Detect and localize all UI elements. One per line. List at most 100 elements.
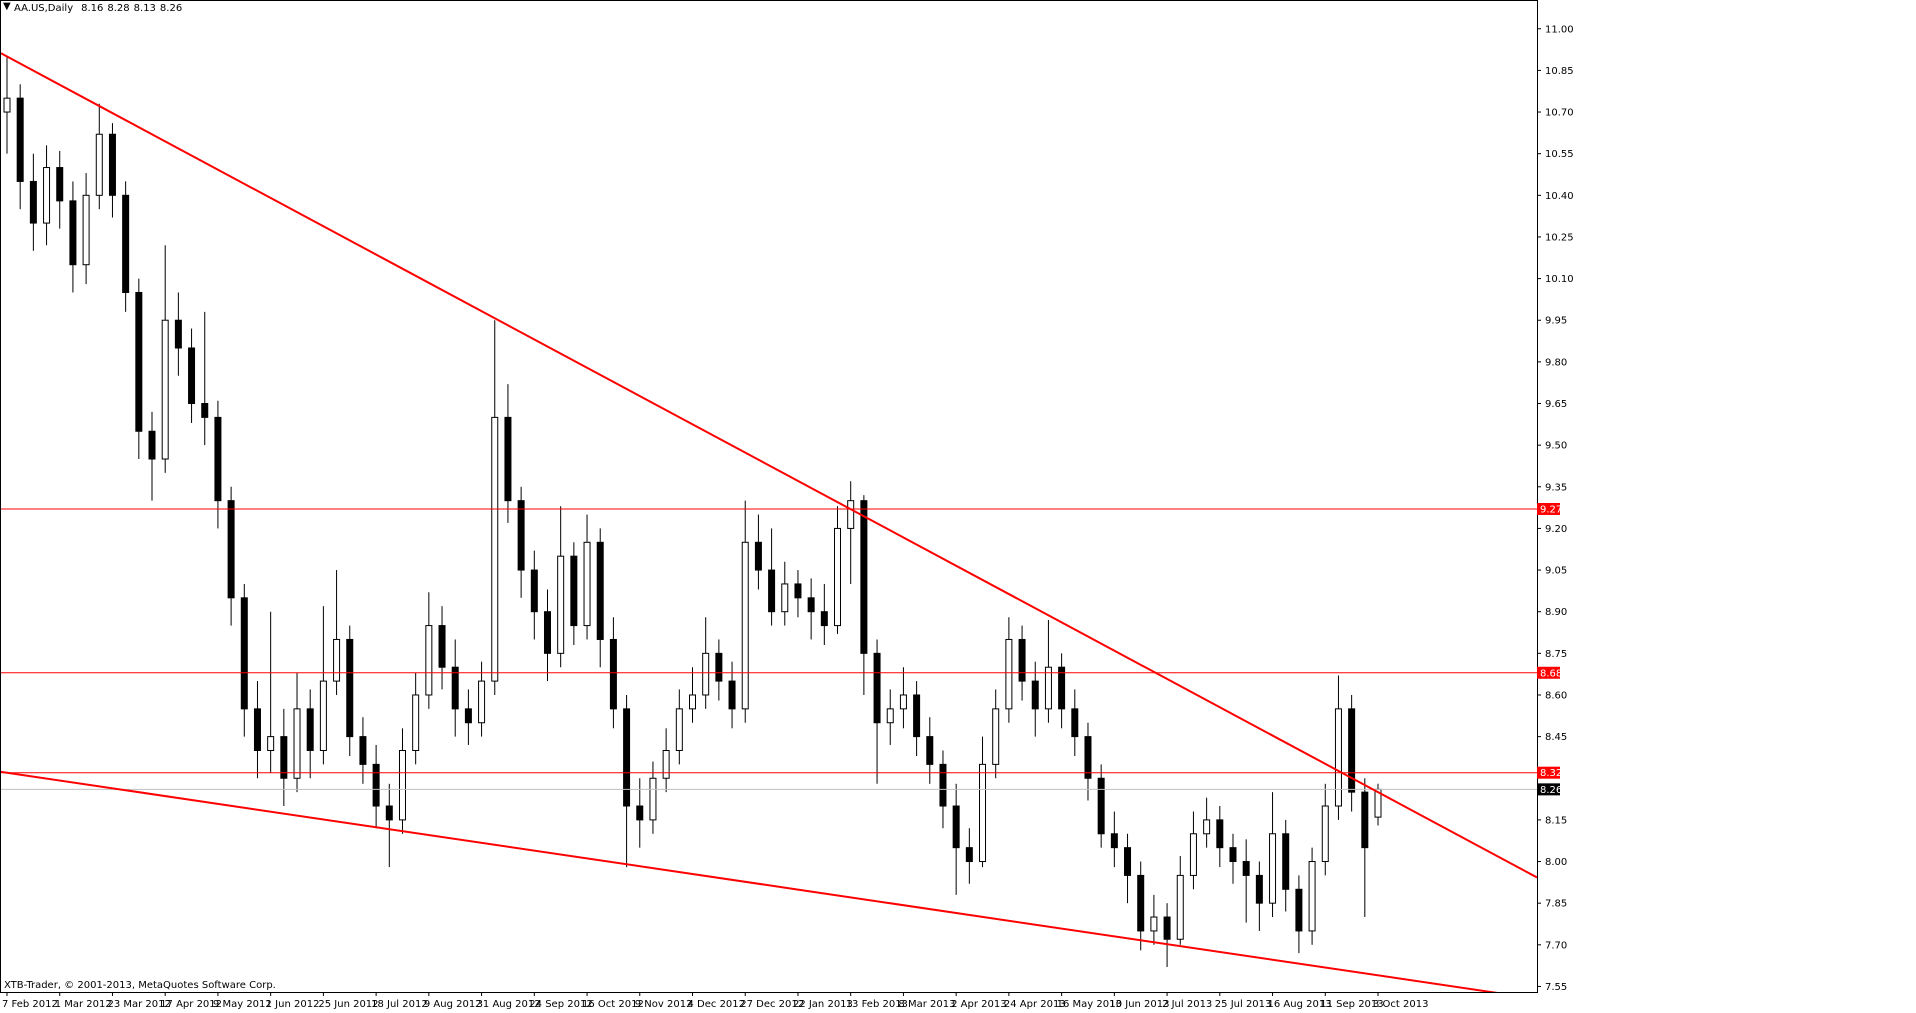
- y-tick-label: 8.00: [1545, 857, 1567, 868]
- candle-body: [333, 638, 341, 682]
- candle-body: [794, 583, 802, 599]
- candle-body: [293, 708, 301, 779]
- candle-body: [240, 597, 248, 710]
- candle-body: [952, 805, 960, 849]
- x-tick-label: 22 Jan 2013: [793, 999, 853, 1010]
- header-open: 8.16: [81, 3, 103, 14]
- x-tick-label: 1 Jun 2012: [266, 999, 320, 1010]
- price-label: 8.32: [1540, 768, 1562, 779]
- candle-body: [557, 555, 565, 654]
- candle-body: [1361, 791, 1369, 849]
- candle-body: [1321, 805, 1329, 863]
- candle-body: [1282, 833, 1290, 890]
- candle-body: [649, 777, 657, 821]
- y-tick-label: 9.50: [1545, 441, 1567, 452]
- candle-body: [1255, 874, 1263, 904]
- candle-body: [438, 625, 446, 668]
- y-tick-label: 11.00: [1545, 24, 1574, 35]
- x-tick-label: 2 Jul 2013: [1162, 999, 1212, 1010]
- candle-body: [174, 319, 182, 349]
- y-tick-label: 9.20: [1545, 524, 1567, 535]
- candle-body: [543, 611, 551, 654]
- candle-body: [873, 652, 881, 724]
- candle-body: [464, 708, 472, 724]
- candle-body: [451, 666, 459, 710]
- candle-body: [609, 638, 617, 710]
- last-price-box: [1537, 783, 1560, 796]
- candle-body: [43, 167, 51, 224]
- candle-body: [979, 763, 987, 863]
- y-tick-label: 9.05: [1545, 566, 1567, 577]
- candle-body: [715, 652, 723, 682]
- y-tick-label: 7.85: [1545, 899, 1567, 910]
- x-tick-label: 31 Aug 2012: [477, 999, 541, 1010]
- x-tick-label: 9 Nov 2012: [635, 999, 693, 1010]
- candle-body: [1110, 833, 1118, 849]
- x-tick-label: 18 Jul 2012: [371, 999, 428, 1010]
- y-tick-label: 8.15: [1545, 815, 1567, 826]
- candle-body: [188, 347, 196, 405]
- trendline: [1, 52, 1537, 879]
- y-tick-label: 8.45: [1545, 732, 1567, 743]
- x-tick-label: 25 Jul 2013: [1215, 999, 1272, 1010]
- candle-body: [662, 749, 670, 779]
- candle-body: [623, 708, 631, 807]
- y-tick-label: 10.55: [1545, 149, 1574, 160]
- y-tick-label: 9.65: [1545, 399, 1567, 410]
- candle-body: [741, 541, 749, 710]
- candle-body: [346, 638, 354, 738]
- price-label: 8.68: [1540, 668, 1562, 679]
- candle-body: [1189, 833, 1197, 876]
- candle-body: [1176, 874, 1184, 940]
- candle-body: [1269, 833, 1277, 904]
- candle-body: [728, 680, 736, 710]
- candle-body: [1084, 736, 1092, 779]
- candle-body: [675, 708, 683, 751]
- x-tick-label: 24 Sep 2012: [529, 999, 592, 1010]
- candle-body: [1071, 708, 1079, 738]
- y-tick-label: 9.35: [1545, 482, 1567, 493]
- candle-body: [913, 694, 921, 738]
- candle-body: [768, 569, 776, 613]
- candle-body: [689, 694, 696, 710]
- candle-body: [583, 541, 591, 627]
- candle-body: [1348, 708, 1356, 793]
- y-tick-label: 7.55: [1545, 982, 1567, 993]
- candle-body: [69, 200, 77, 266]
- candle-body: [899, 694, 907, 710]
- candle-body: [3, 97, 11, 113]
- candle-body: [530, 569, 538, 613]
- candle-body: [807, 597, 815, 613]
- candle-body: [1137, 874, 1145, 932]
- candle-body: [95, 133, 103, 196]
- header-low: 8.13: [134, 3, 156, 14]
- candle-body: [1295, 888, 1303, 932]
- candle-body: [1058, 666, 1066, 710]
- candle-body: [596, 541, 604, 640]
- y-tick-label: 9.80: [1545, 357, 1567, 368]
- candle-body: [860, 500, 868, 654]
- candle-body: [1203, 819, 1211, 835]
- x-tick-label: 9 May 2012: [213, 999, 272, 1010]
- candle-body: [1334, 708, 1342, 807]
- trendline: [1, 770, 1498, 992]
- candle-body: [29, 180, 37, 224]
- y-tick-label: 8.90: [1545, 607, 1567, 618]
- y-tick-label: 8.75: [1545, 649, 1567, 660]
- candle-body: [372, 763, 380, 807]
- candle-body: [306, 708, 314, 751]
- candle-body: [148, 430, 156, 460]
- candle-body: [201, 403, 209, 418]
- candle-body: [1097, 777, 1105, 835]
- candle-body: [267, 736, 275, 751]
- x-tick-label: 24 Apr 2013: [1004, 999, 1066, 1010]
- x-tick-label: 1 Mar 2012: [55, 999, 112, 1010]
- candle-body: [398, 749, 406, 821]
- x-tick-label: 2 Apr 2013: [951, 999, 1006, 1010]
- plot-frame: [0, 0, 1538, 993]
- header-high: 8.28: [107, 3, 129, 14]
- candle-body: [965, 847, 973, 863]
- candle-body: [319, 680, 327, 751]
- candle-body: [385, 805, 393, 821]
- x-tick-label: 7 Feb 2012: [2, 999, 58, 1010]
